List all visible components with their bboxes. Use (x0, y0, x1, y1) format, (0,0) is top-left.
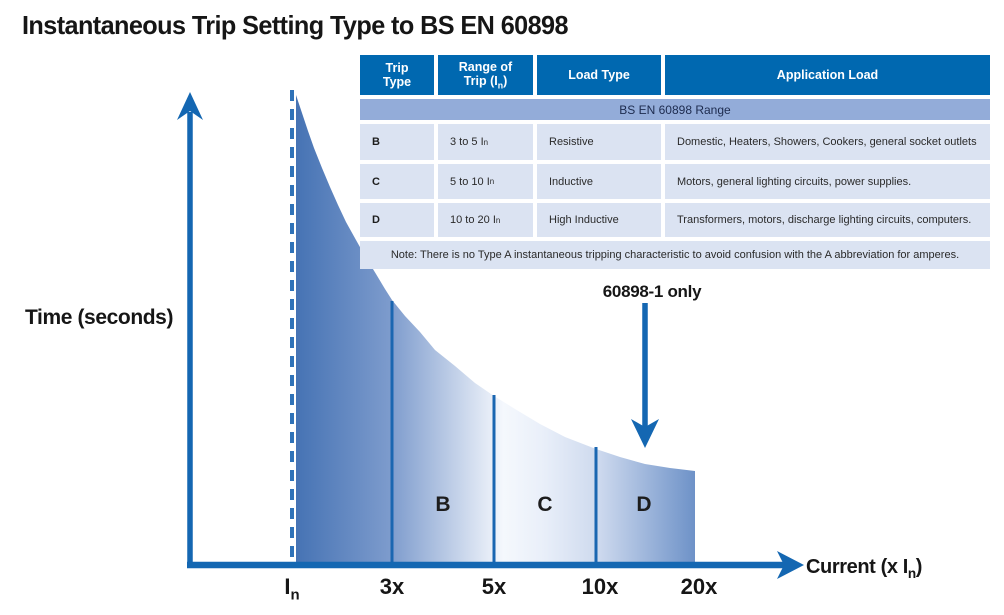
trip-type-table: Trip Type Range of Trip (In) Load Type A… (360, 55, 990, 269)
cell-load-type: Inductive (537, 164, 661, 199)
column-header-load-type: Load Type (537, 55, 661, 95)
table-header-row: Trip Type Range of Trip (In) Load Type A… (360, 55, 990, 95)
cell-application: Domestic, Heaters, Showers, Cookers, gen… (665, 124, 990, 160)
annotation-arrowhead-icon (631, 419, 659, 448)
region-label-b: B (435, 493, 451, 516)
x-tick-in: In (284, 574, 299, 603)
cell-load-type: High Inductive (537, 203, 661, 237)
x-axis-label-suffix: ) (915, 556, 923, 578)
x-tick-in-subscript: n (290, 586, 300, 604)
x-axis-label-text: Current (x I (806, 556, 908, 578)
column-header-range-subscript: n (497, 80, 504, 91)
y-axis-arrowhead-icon (177, 92, 203, 120)
x-axis-arrowhead-icon (777, 551, 804, 579)
cell-range-text: 5 to 10 I (450, 175, 490, 188)
x-tick-10x: 10x (581, 574, 619, 599)
region-label-c: C (537, 493, 553, 516)
column-header-trip-type: Trip Type (360, 55, 434, 95)
x-axis-label: Current (x In) (806, 556, 922, 581)
x-tick-3x: 3x (379, 574, 405, 599)
y-axis-label: Time (seconds) (25, 306, 174, 329)
x-tick-20x: 20x (680, 574, 718, 599)
cell-trip-type: C (360, 164, 434, 199)
x-tick-5x: 5x (481, 574, 507, 599)
cell-application: Motors, general lighting circuits, power… (665, 164, 990, 199)
column-header-range-text: Range of Trip (In) (451, 60, 520, 91)
x-axis-label-subscript: n (907, 566, 916, 581)
column-header-application-load: Application Load (665, 55, 990, 95)
column-header-trip-type-text: Trip Type (382, 60, 412, 89)
cell-range-text: 10 to 20 I (450, 214, 496, 226)
cell-trip-type: D (360, 203, 434, 237)
column-header-range-of-trip: Range of Trip (In) (438, 55, 533, 95)
x-tick-in-text: I (284, 574, 291, 599)
cell-range-subscript: n (495, 215, 501, 225)
cell-range-subscript: n (489, 177, 495, 186)
cell-range-text: 3 to 5 I (450, 136, 484, 148)
cell-trip-type: B (360, 124, 434, 160)
page-title: Instantaneous Trip Setting Type to BS EN… (22, 10, 569, 40)
cell-load-type: Resistive (537, 124, 661, 160)
column-header-load-type-text: Load Type (568, 67, 630, 82)
region-label-d: D (636, 493, 652, 516)
column-header-application-load-text: Application Load (776, 67, 879, 82)
trip-curve-area (296, 95, 695, 565)
column-header-range-post: ) (503, 73, 508, 88)
column-header-range-pre: Range of Trip (I (458, 59, 513, 88)
table-band-bs-en-60898-range: BS EN 60898 Range (360, 99, 990, 120)
cell-range-subscript: n (483, 137, 489, 147)
table-note: Note: There is no Type A instantaneous t… (360, 241, 990, 269)
annotation-60898-1-only: 60898-1 only (602, 282, 702, 301)
cell-application: Transformers, motors, discharge lighting… (665, 203, 990, 237)
